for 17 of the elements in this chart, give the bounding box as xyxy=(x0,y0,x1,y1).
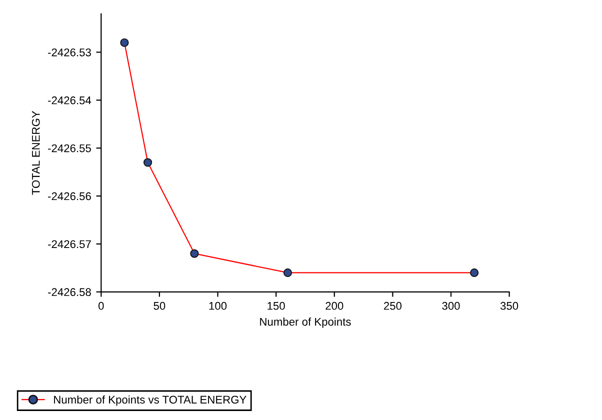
x-tick-label: 250 xyxy=(384,302,402,310)
legend-label: Number of Kpoints vs TOTAL ENERGY xyxy=(54,395,246,406)
x-tick-label: 150 xyxy=(268,302,285,310)
x-tick-label: 0 xyxy=(98,302,104,310)
y-tick-label: -2426.56 xyxy=(48,192,91,200)
x-tick-label: 300 xyxy=(442,302,460,310)
y-tick-label: -2426.57 xyxy=(48,240,91,248)
x-tick-label: 50 xyxy=(154,302,166,310)
y-tick-label: -2426.54 xyxy=(48,96,92,104)
x-axis-title: Number of Kpoints xyxy=(260,318,351,328)
x-tick-label: 100 xyxy=(209,302,227,310)
y-tick-label: -2426.53 xyxy=(48,48,91,56)
y-tick-label: -2426.58 xyxy=(48,288,91,296)
y-axis-title: TOTAL ENERGY xyxy=(32,110,40,195)
x-tick-label: 200 xyxy=(326,302,344,310)
x-tick-label: 350 xyxy=(500,302,518,310)
y-tick-label: -2426.55 xyxy=(48,144,91,152)
